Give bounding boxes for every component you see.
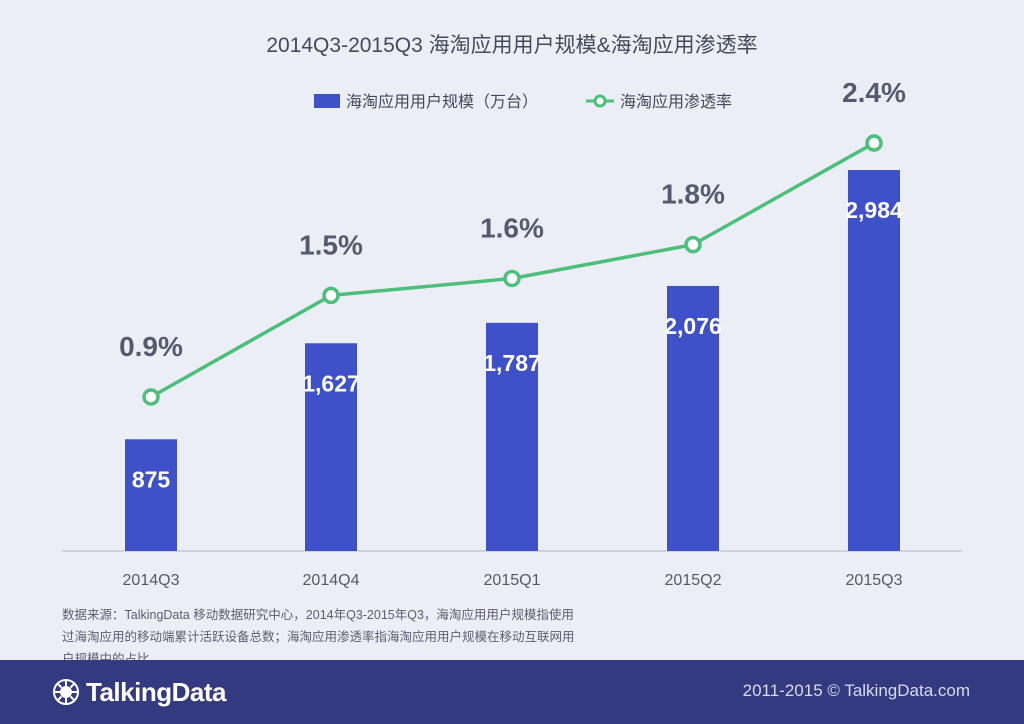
legend-line-marker: [593, 94, 607, 108]
bar-value-label: 1,627: [302, 370, 360, 396]
bar-value-label: 875: [132, 466, 171, 492]
legend: 海淘应用用户规模（万台） 海淘应用渗透率: [314, 92, 732, 111]
legend-bar-label: 海淘应用用户规模（万台）: [346, 92, 538, 111]
bar-value-label: 2,984: [845, 197, 903, 223]
copyright: 2011-2015 © TalkingData.com: [742, 681, 970, 700]
legend-line-label: 海淘应用渗透率: [620, 92, 732, 111]
bar-value-label: 2,076: [664, 313, 722, 339]
line-point: [503, 269, 521, 288]
chart: 2014Q3-2015Q3 海淘应用用户规模&海淘应用渗透率 海淘应用用户规模（…: [62, 34, 962, 589]
line-value-labels: 0.9% 1.5% 1.6% 1.8% 2.4%: [119, 77, 906, 362]
line-point: [684, 235, 702, 254]
bar-value-label: 1,787: [483, 350, 541, 376]
brand: TalkingData: [52, 676, 226, 708]
line-series: [142, 134, 883, 406]
bar: [125, 439, 177, 551]
source-note: 数据来源：TalkingData 移动数据研究中心，2014年Q3-2015年Q…: [62, 608, 575, 666]
line-point: [865, 134, 883, 152]
line-value-label: 0.9%: [119, 331, 183, 362]
bar: [486, 322, 538, 551]
bar: [667, 285, 719, 551]
bar-series: [125, 170, 900, 551]
x-tick-label: 2014Q3: [123, 572, 180, 589]
line-value-label: 1.8%: [661, 179, 725, 210]
bar-value-labels: 875 1,627 1,787 2,076 2,984: [132, 197, 903, 492]
line-value-label: 1.6%: [480, 212, 544, 243]
talkingdata-logo-icon: [53, 679, 79, 705]
legend-bar-swatch: [314, 94, 340, 108]
line-value-label: 1.5%: [299, 229, 363, 260]
brand-name: TalkingData: [86, 676, 226, 707]
bar: [848, 170, 900, 551]
chart-title: 2014Q3-2015Q3 海淘应用用户规模&海淘应用渗透率: [266, 34, 757, 57]
bar: [305, 343, 357, 551]
x-tick-label: 2015Q2: [665, 572, 722, 589]
x-axis-tick-labels: 2014Q3 2014Q4 2015Q1 2015Q2 2015Q3: [123, 572, 903, 589]
x-tick-label: 2014Q4: [303, 572, 360, 589]
x-tick-label: 2015Q1: [484, 572, 541, 589]
line-value-label: 2.4%: [842, 77, 906, 108]
line-point: [322, 286, 340, 305]
footer: TalkingData 2011-2015 © TalkingData.com: [0, 660, 1024, 724]
line-point: [142, 388, 160, 406]
x-tick-label: 2015Q3: [846, 572, 903, 589]
